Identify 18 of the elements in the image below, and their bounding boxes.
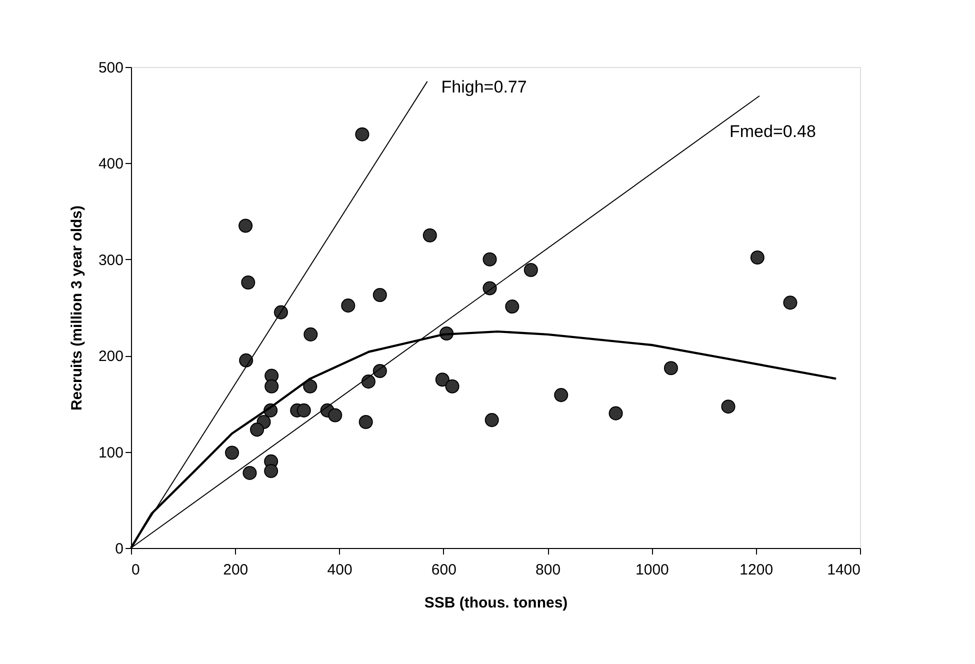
x-tick-label: 800 — [536, 562, 561, 578]
x-tick-label: 1000 — [636, 562, 669, 578]
x-tick-label: 1200 — [740, 562, 774, 578]
y-tick-label: 0 — [115, 540, 124, 558]
y-tick-label: 200 — [98, 348, 124, 366]
x-tick-label: 400 — [327, 562, 352, 578]
y-tick-label: 400 — [98, 156, 124, 173]
y-tick-label: 300 — [98, 252, 124, 269]
y-axis-title: Recruits (million 3 year olds) — [68, 205, 86, 411]
x-axis-title: SSB (thous. tonnes) — [424, 594, 568, 612]
y-tick-label: 100 — [98, 444, 124, 462]
x-tick-label: 600 — [431, 562, 456, 578]
y-tick-label: 500 — [98, 60, 124, 76]
x-tick-label: 1400 — [827, 562, 860, 578]
annotation: Fhigh=0.77 — [441, 77, 527, 96]
x-tick-label: 0 — [132, 562, 140, 578]
x-tick-label: 200 — [223, 562, 248, 578]
annotation: Fmed=0.48 — [730, 122, 816, 141]
